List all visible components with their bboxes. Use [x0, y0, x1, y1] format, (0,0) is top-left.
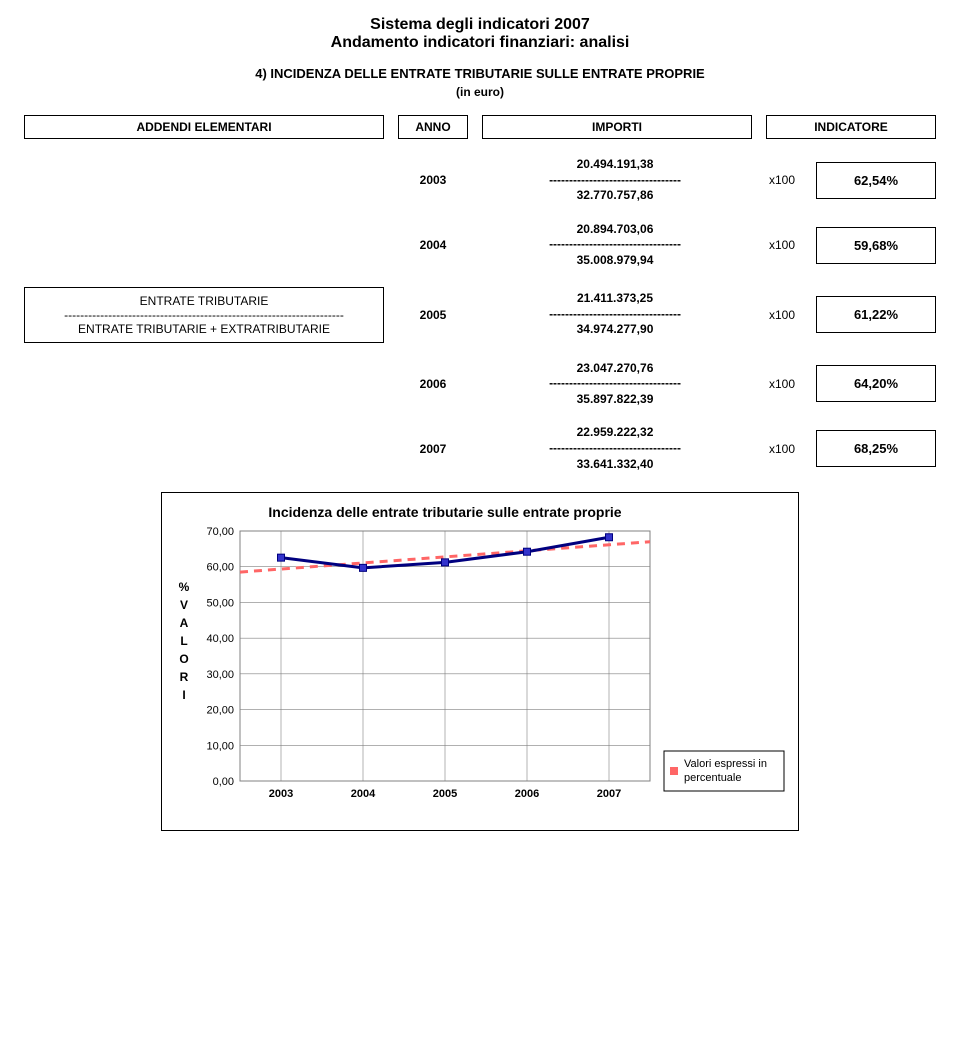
header-row: ADDENDI ELEMENTARI ANNO IMPORTI INDICATO… — [24, 115, 936, 139]
x100-cell: x100 — [762, 238, 802, 252]
x100-cell: x100 — [762, 442, 802, 456]
svg-text:60,00: 60,00 — [206, 562, 234, 574]
anno-cell: 2007 — [398, 442, 468, 456]
import-num: 23.047.270,76 — [482, 361, 748, 377]
indicatore-box: 61,22% — [816, 296, 936, 333]
indicatore-cell: 59,68% — [816, 227, 936, 264]
svg-text:Incidenza delle entrate tribut: Incidenza delle entrate tributarie sulle… — [268, 504, 621, 520]
import-num: 20.894.703,06 — [482, 222, 748, 238]
importi-cell: 20.494.191,38---------------------------… — [482, 157, 748, 204]
svg-text:0,00: 0,00 — [213, 776, 234, 788]
addendi-cell: ENTRATE TRIBUTARIE----------------------… — [24, 287, 384, 343]
data-row: 2007 22.959.222,32-----------------------… — [24, 425, 936, 472]
import-num: 20.494.191,38 — [482, 157, 748, 173]
importi-cell: 22.959.222,32---------------------------… — [482, 425, 748, 472]
anno-cell: 2005 — [398, 308, 468, 322]
anno-cell: 2003 — [398, 173, 468, 187]
header-importi: IMPORTI — [482, 115, 752, 139]
indicatore-cell: 64,20% — [816, 365, 936, 402]
svg-text:A: A — [180, 616, 189, 630]
data-row: 2006 23.047.270,76-----------------------… — [24, 361, 936, 408]
import-den: 32.770.757,86 — [482, 188, 748, 204]
indicatore-box: 64,20% — [816, 365, 936, 402]
import-sep: --------------------------------- — [482, 173, 748, 189]
section-title: 4) INCIDENZA DELLE ENTRATE TRIBUTARIE SU… — [24, 66, 936, 81]
import-den: 35.008.979,94 — [482, 253, 748, 269]
header-indicatore: INDICATORE — [766, 115, 936, 139]
import-num: 21.411.373,25 — [482, 291, 748, 307]
importi-cell: 21.411.373,25---------------------------… — [482, 291, 748, 338]
svg-text:2006: 2006 — [515, 788, 539, 800]
x100-cell: x100 — [762, 173, 802, 187]
svg-text:%: % — [179, 580, 190, 594]
svg-text:percentuale: percentuale — [684, 772, 742, 784]
svg-text:2003: 2003 — [269, 788, 293, 800]
indicatore-box: 62,54% — [816, 162, 936, 199]
x100-cell: x100 — [762, 308, 802, 322]
section-sub: (in euro) — [24, 85, 936, 99]
importi-cell: 23.047.270,76---------------------------… — [482, 361, 748, 408]
import-sep: --------------------------------- — [482, 376, 748, 392]
svg-text:L: L — [180, 634, 187, 648]
svg-text:I: I — [182, 688, 185, 702]
data-row: 2004 20.894.703,06-----------------------… — [24, 222, 936, 269]
desc-bottom: ENTRATE TRIBUTARIE + EXTRATRIBUTARIE — [29, 322, 379, 336]
chart-svg: 0,00 10,00 20,00 30,00 40,00 50,00 60,00 70,00 2… — [170, 501, 790, 821]
doc-title-line1: Sistema degli indicatori 2007 — [24, 16, 936, 34]
svg-text:R: R — [180, 670, 189, 684]
svg-text:50,00: 50,00 — [206, 598, 234, 610]
svg-text:40,00: 40,00 — [206, 633, 234, 645]
header-addendi: ADDENDI ELEMENTARI — [24, 115, 384, 139]
svg-text:2004: 2004 — [351, 788, 376, 800]
indicatore-cell: 61,22% — [816, 296, 936, 333]
indicatore-cell: 68,25% — [816, 430, 936, 467]
addendi-description: ENTRATE TRIBUTARIE----------------------… — [24, 287, 384, 343]
doc-title: Sistema degli indicatori 2007 Andamento … — [24, 16, 936, 52]
import-den: 34.974.277,90 — [482, 322, 748, 338]
import-sep: --------------------------------- — [482, 237, 748, 253]
indicatore-box: 68,25% — [816, 430, 936, 467]
svg-text:10,00: 10,00 — [206, 740, 234, 752]
doc-title-line2: Andamento indicatori finanziari: analisi — [24, 34, 936, 52]
svg-text:Valori espressi in: Valori espressi in — [684, 758, 767, 770]
anno-cell: 2006 — [398, 377, 468, 391]
x100-cell: x100 — [762, 377, 802, 391]
importi-cell: 20.894.703,06---------------------------… — [482, 222, 748, 269]
svg-text:20,00: 20,00 — [206, 705, 234, 717]
svg-text:O: O — [179, 652, 188, 666]
indicatore-cell: 62,54% — [816, 162, 936, 199]
import-den: 33.641.332,40 — [482, 457, 748, 473]
import-num: 22.959.222,32 — [482, 425, 748, 441]
anno-cell: 2004 — [398, 238, 468, 252]
data-row: 2003 20.494.191,38-----------------------… — [24, 157, 936, 204]
svg-text:V: V — [180, 598, 188, 612]
desc-sep: ----------------------------------------… — [29, 308, 379, 322]
chart-container: 0,00 10,00 20,00 30,00 40,00 50,00 60,00 70,00 2… — [161, 492, 799, 831]
svg-text:2005: 2005 — [433, 788, 457, 800]
desc-top: ENTRATE TRIBUTARIE — [29, 294, 379, 308]
svg-text:30,00: 30,00 — [206, 669, 234, 681]
svg-text:2007: 2007 — [597, 788, 621, 800]
import-sep: --------------------------------- — [482, 307, 748, 323]
indicatore-box: 59,68% — [816, 227, 936, 264]
data-row: ENTRATE TRIBUTARIE----------------------… — [24, 287, 936, 343]
svg-text:70,00: 70,00 — [206, 526, 234, 538]
import-sep: --------------------------------- — [482, 441, 748, 457]
header-anno: ANNO — [398, 115, 468, 139]
import-den: 35.897.822,39 — [482, 392, 748, 408]
